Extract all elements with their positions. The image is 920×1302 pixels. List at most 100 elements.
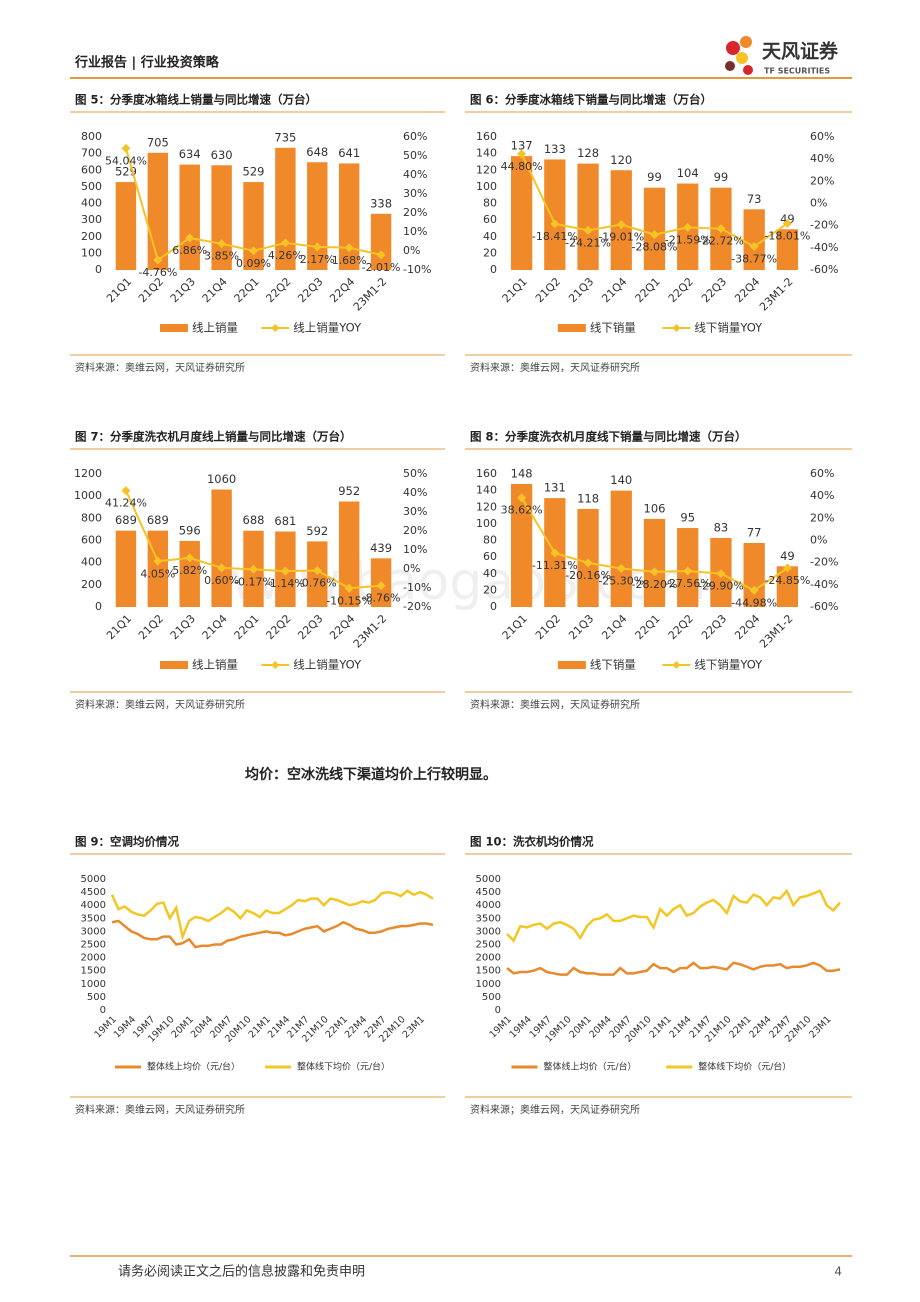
- yoy-marker: [650, 230, 659, 240]
- bar: [510, 483, 533, 607]
- yoy-marker: [344, 243, 354, 253]
- bar-value-label: 49: [780, 212, 795, 226]
- x-tick-label: 21Q1: [500, 612, 530, 642]
- bar-value-label: 952: [338, 484, 360, 498]
- bar: [179, 164, 200, 270]
- bar: [147, 152, 169, 270]
- yoy-marker: [280, 566, 290, 576]
- legend-marker: [271, 661, 280, 669]
- yoy-value-label: -24.21%: [565, 236, 611, 249]
- y-tick-label: 1000: [81, 979, 106, 990]
- yoy-marker: [376, 250, 386, 260]
- y2-tick-label: 50%: [403, 467, 427, 480]
- yoy-marker: [782, 563, 792, 573]
- y-tick-label: 3500: [476, 913, 501, 924]
- y-tick-label: 0: [100, 1005, 106, 1016]
- bar-value-label: 140: [610, 473, 632, 487]
- legend-label: 线上销量: [192, 658, 238, 672]
- yoy-value-label: -28.08%: [632, 241, 678, 254]
- yoy-marker: [249, 564, 258, 574]
- yoy-value-label: 54.04%: [105, 154, 147, 167]
- x-tick-label: 21Q3: [566, 275, 596, 305]
- yoy-marker: [683, 222, 693, 232]
- legend-marker: [672, 324, 681, 332]
- y-tick-label: 500: [87, 992, 106, 1003]
- y2-tick-label: 40%: [403, 168, 427, 181]
- figure-source: 资料来源；奥维云网，天风证券研究所: [470, 1103, 640, 1116]
- y2-tick-label: 0%: [403, 244, 420, 257]
- yoy-marker: [121, 486, 131, 496]
- y-tick-label: 40: [483, 567, 497, 580]
- yoy-marker: [716, 224, 726, 234]
- yoy-marker: [683, 566, 693, 576]
- price-line: [111, 919, 434, 949]
- y-tick-label: 700: [81, 147, 102, 160]
- bar-value-label: 634: [179, 147, 201, 161]
- bar: [776, 229, 799, 270]
- bar: [743, 542, 765, 607]
- x-tick-label: 22Q3: [295, 612, 325, 642]
- x-tick-label: 21Q3: [168, 275, 198, 305]
- x-tick-label: 21Q3: [566, 612, 596, 642]
- y-tick-label: 2500: [81, 940, 106, 951]
- y-tick-label: 0: [490, 600, 497, 613]
- bar: [275, 147, 296, 270]
- x-tick-label: 22Q1: [232, 275, 262, 305]
- y2-tick-label: -20%: [810, 219, 838, 232]
- y-tick-label: 60: [483, 213, 497, 226]
- y-tick-label: 3500: [81, 913, 106, 924]
- y-tick-label: 5000: [476, 874, 501, 885]
- yoy-value-label: -44.98%: [731, 596, 777, 609]
- y-tick-label: 140: [476, 484, 497, 497]
- x-tick-label: 21Q1: [104, 612, 134, 642]
- x-tick-label: 23M1: [807, 1014, 833, 1040]
- y-tick-label: 400: [81, 556, 102, 569]
- legend-label: 线下销量YOY: [694, 658, 763, 672]
- y-tick-label: 100: [476, 517, 497, 530]
- y-tick-label: 1000: [74, 489, 102, 502]
- yoy-value-label: -38.77%: [731, 252, 777, 265]
- x-tick-label: 21Q4: [599, 275, 629, 305]
- bar: [610, 490, 632, 607]
- page-number: 4: [834, 1265, 842, 1279]
- yoy-value-label: 41.24%: [105, 497, 147, 510]
- bar-value-label: 95: [680, 511, 695, 525]
- legend-swatch: [557, 324, 586, 332]
- yoy-value-label: 44.80%: [501, 160, 543, 173]
- x-tick-label: 21Q3: [168, 612, 198, 642]
- bar: [510, 156, 533, 270]
- yoy-value-label: 4.05%: [140, 567, 175, 580]
- y2-tick-label: -40%: [810, 241, 838, 254]
- y2-tick-label: 60%: [810, 130, 834, 143]
- bar: [643, 518, 666, 607]
- bar-value-label: 630: [211, 148, 233, 162]
- bar-value-label: 99: [714, 170, 729, 184]
- yoy-value-label: -11.31%: [532, 559, 578, 572]
- yoy-marker: [517, 493, 527, 503]
- yoy-value-label: -28.20%: [632, 578, 678, 591]
- y2-tick-label: 60%: [403, 130, 427, 143]
- logo-mark: [725, 36, 753, 75]
- yoy-marker: [280, 238, 290, 248]
- x-tick-label: 22Q2: [263, 612, 293, 642]
- yoy-value-label: -0.76%: [298, 576, 337, 589]
- price-line: [506, 888, 841, 943]
- bar: [577, 163, 599, 270]
- y2-tick-label: 20%: [403, 524, 427, 537]
- figure-title: 图 10：洗衣机均价情况: [470, 835, 594, 849]
- legend-label: 整体线下均价（元/台）: [698, 1061, 791, 1073]
- y2-tick-label: -20%: [810, 556, 838, 569]
- yoy-value-label: -19.01%: [598, 231, 644, 244]
- y2-tick-label: 10%: [403, 543, 427, 556]
- y2-tick-label: 60%: [810, 467, 834, 480]
- bar-value-label: 106: [644, 501, 666, 515]
- y-tick-label: 800: [81, 130, 102, 143]
- bar-value-label: 641: [338, 146, 360, 160]
- figure-source: 资料来源：奥维云网，天风证券研究所: [75, 361, 245, 374]
- bar-value-label: 705: [147, 135, 169, 149]
- y-tick-label: 400: [81, 197, 102, 210]
- y-tick-label: 5000: [81, 874, 106, 885]
- y2-tick-label: 0%: [810, 197, 827, 210]
- bar-value-label: 681: [274, 514, 296, 528]
- yoy-marker: [616, 564, 626, 574]
